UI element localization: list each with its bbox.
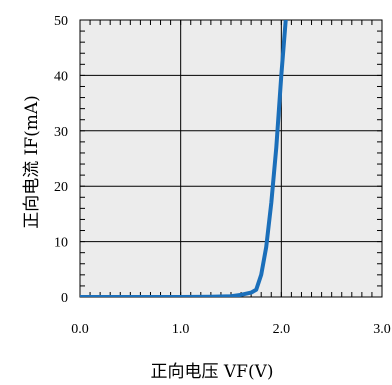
y-tick-label: 0 xyxy=(61,291,68,306)
x-axis-label: 正向电压 VF(V) xyxy=(150,362,273,382)
x-tick-label: 0.0 xyxy=(71,322,89,337)
x-tick-labels: 0.0 1.0 2.0 3.0 xyxy=(71,322,391,337)
plot-area xyxy=(80,20,382,297)
y-tick-labels: 0 10 20 30 40 50 xyxy=(54,14,68,306)
y-tick-label: 20 xyxy=(54,180,68,195)
y-tick-label: 30 xyxy=(54,125,68,140)
x-tick-label: 2.0 xyxy=(273,322,291,337)
x-tick-label: 1.0 xyxy=(172,322,190,337)
y-tick-label: 50 xyxy=(54,14,68,29)
x-tick-label: 3.0 xyxy=(373,322,391,337)
y-tick-label: 40 xyxy=(54,69,68,84)
y-tick-label: 10 xyxy=(54,236,68,251)
y-axis-label: 正向电流 IF(mA) xyxy=(22,95,42,229)
series-layer xyxy=(80,20,288,297)
series-line xyxy=(80,20,288,297)
